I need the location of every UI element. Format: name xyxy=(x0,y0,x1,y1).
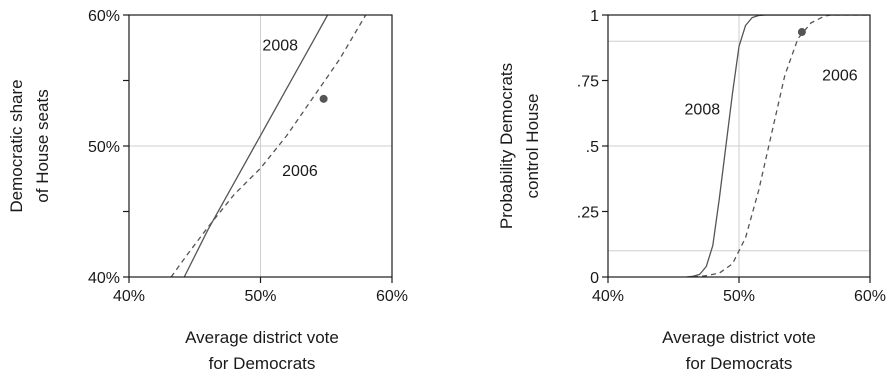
series-label-2008: 2008 xyxy=(685,102,721,119)
y-tick-label: .25 xyxy=(577,205,599,222)
y-tick-label: 0 xyxy=(590,270,599,287)
y-tick-label: 40% xyxy=(88,270,120,287)
x-tick-label: 60% xyxy=(854,288,886,305)
y-tick-label: .5 xyxy=(586,139,599,156)
x-axis-title: for Democrats xyxy=(209,354,316,373)
x-axis-title: Average district vote xyxy=(185,328,339,347)
series-label-2006: 2006 xyxy=(282,163,318,180)
series-label-2006: 2006 xyxy=(822,68,858,85)
observed-point-marker xyxy=(797,28,806,37)
observed-point-marker xyxy=(319,94,328,103)
probability-control-panel: 2008 2006 40% 50% 60% 0 .25 .5 .75 1 Average distr… xyxy=(497,8,886,373)
series-line-2008 xyxy=(183,15,329,277)
series-line-2008 xyxy=(686,15,870,277)
x-axis-title: for Democrats xyxy=(686,354,793,373)
x-tick-label: 40% xyxy=(113,288,145,305)
y-axis-title: Democratic share xyxy=(7,79,26,212)
y-tick-label: 1 xyxy=(590,8,599,25)
series-label-2008: 2008 xyxy=(262,37,298,54)
y-tick-label: .75 xyxy=(577,74,599,91)
y-axis-title: Probability Democrats xyxy=(497,63,516,229)
x-tick-label: 50% xyxy=(723,288,755,305)
x-tick-label: 40% xyxy=(592,288,624,305)
x-axis-title: Average district vote xyxy=(662,328,816,347)
y-axis-title: control House xyxy=(523,94,542,199)
y-axis-title: of House seats xyxy=(33,89,52,202)
y-tick-label: 60% xyxy=(88,8,120,25)
seats-vs-vote-panel: 2008 2006 40% 50% 60% 40% 50% 60% Average distri… xyxy=(7,8,408,373)
x-tick-label: 60% xyxy=(376,288,408,305)
y-tick-label: 50% xyxy=(88,139,120,156)
series-line-2006 xyxy=(170,15,367,277)
x-tick-label: 50% xyxy=(244,288,276,305)
